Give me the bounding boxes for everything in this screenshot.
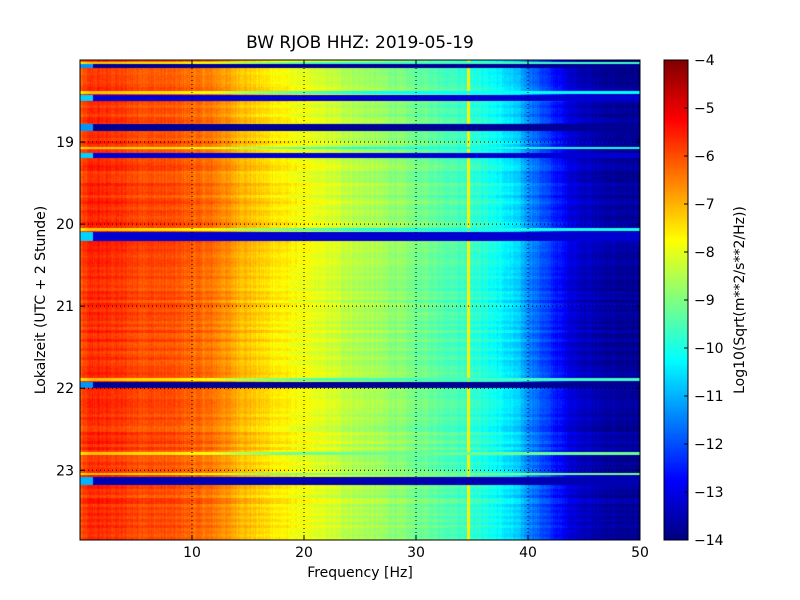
colorbar-tick-label: −6: [694, 149, 715, 165]
x-tick-label: 10: [183, 545, 201, 561]
colorbar-tick-label: −4: [694, 53, 715, 69]
x-axis-label: Frequency [Hz]: [307, 565, 413, 581]
y-tick-label: 22: [56, 381, 74, 397]
colorbar-tick-label: −9: [694, 293, 715, 309]
y-tick-label: 19: [56, 135, 74, 151]
plot-frame: [79, 59, 641, 541]
y-axis-ticks: 19 20 21 22 23: [56, 135, 640, 479]
y-tick-label: 23: [56, 463, 74, 479]
colorbar-tick-label: −14: [694, 533, 724, 549]
colorbar-tick-label: −10: [694, 341, 724, 357]
x-tick-label: 50: [631, 545, 649, 561]
y-tick-label: 20: [56, 217, 74, 233]
colorbar-ticks: −4 −5 −6 −7 −8 −9 −10 −11 −12 −13 −14: [684, 53, 724, 549]
colorbar-tick-label: −13: [694, 485, 724, 501]
plot-area: 10 20 30 40 50 19 20 21 22 23: [56, 59, 649, 561]
x-tick-label: 30: [407, 545, 425, 561]
y-tick-label: 21: [56, 299, 74, 315]
colorbar-tick-label: −5: [694, 101, 715, 117]
x-axis-ticks: 10 20 30 40 50: [183, 60, 649, 561]
spectrogram-heatmap: [80, 60, 640, 540]
y-axis-label: Lokalzeit (UTC + 2 Stunde): [33, 206, 49, 395]
colorbar-tick-label: −7: [694, 197, 715, 213]
colorbar-tick-label: −11: [694, 389, 724, 405]
chart-title: BW RJOB HHZ: 2019-05-19: [246, 33, 474, 53]
colorbar-tick-label: −8: [694, 245, 715, 261]
x-tick-label: 40: [519, 545, 537, 561]
grid-lines: [80, 60, 640, 540]
x-tick-label: 20: [295, 545, 313, 561]
colorbar-tick-label: −12: [694, 437, 724, 453]
colorbar-label: Log10(Sqrt(m**2/s**2/Hz)): [732, 206, 748, 394]
colorbar: −4 −5 −6 −7 −8 −9 −10 −11 −12 −13 −14: [663, 53, 724, 549]
